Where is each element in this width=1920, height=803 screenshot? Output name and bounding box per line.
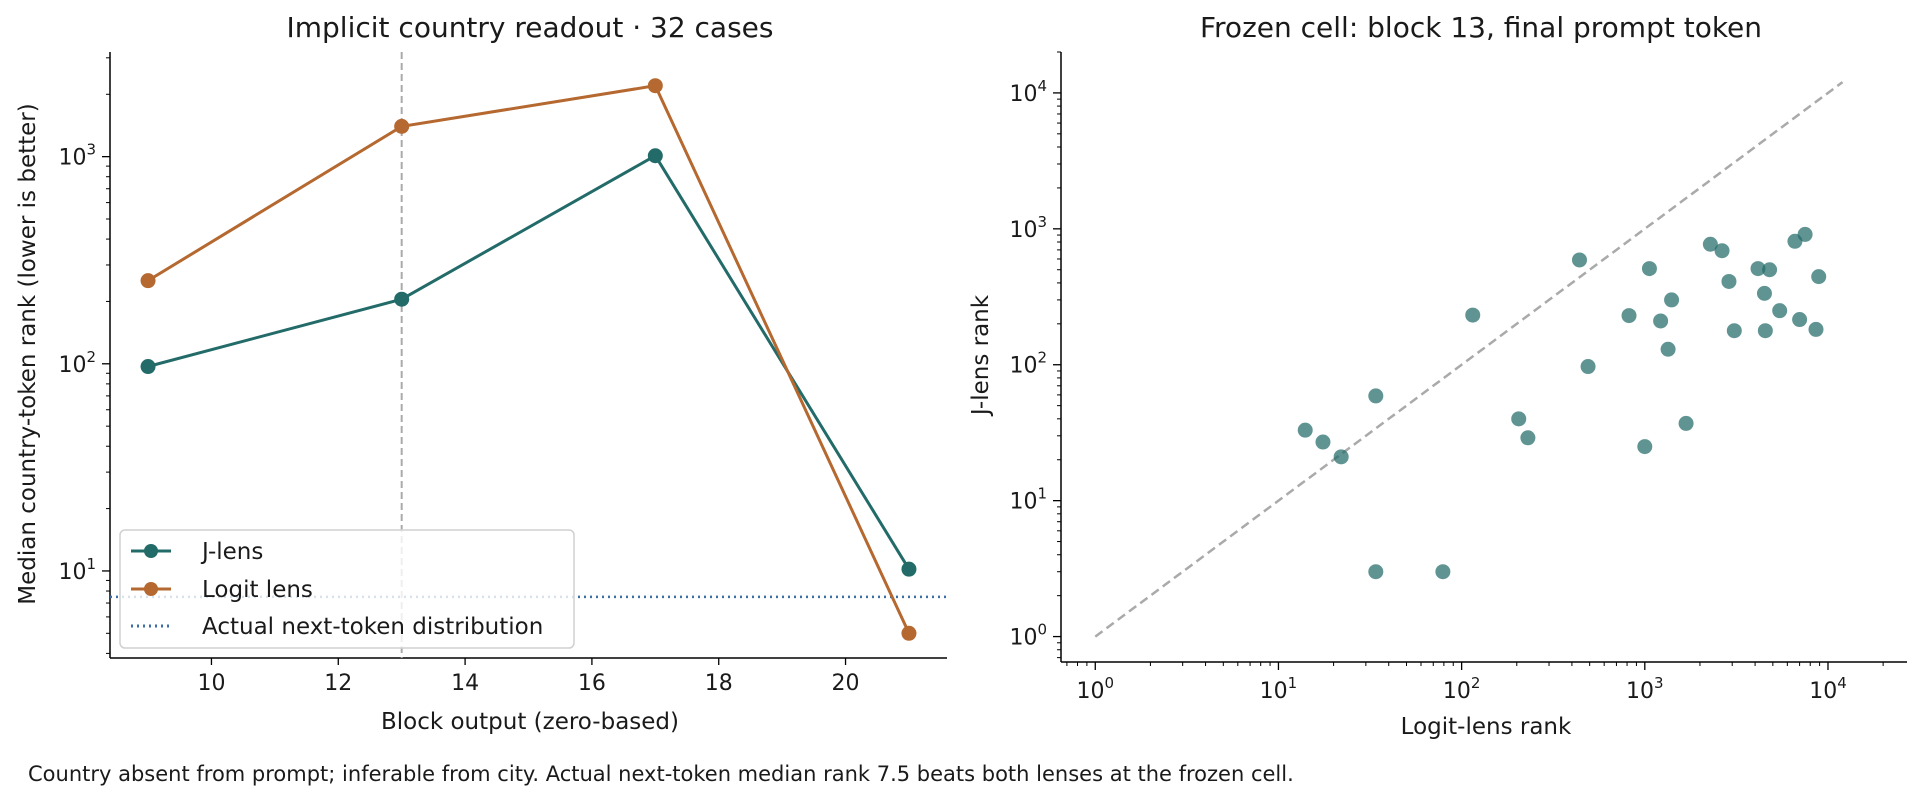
x-tick-label: 14 xyxy=(451,671,479,696)
scatter-point xyxy=(1315,434,1331,450)
scatter-point xyxy=(1750,261,1766,277)
scatter-point xyxy=(1678,415,1694,431)
scatter-point xyxy=(1297,422,1313,438)
data-point-logit xyxy=(647,78,663,94)
scatter-point xyxy=(1511,411,1527,427)
y-tick-label: 104 xyxy=(1009,77,1047,107)
legend-frame xyxy=(119,529,575,649)
scatter-point xyxy=(1641,261,1657,277)
scatter-point xyxy=(1726,323,1742,339)
scatter-point xyxy=(1571,252,1587,268)
scatter-point xyxy=(1660,341,1676,357)
legend-jlens-label: J-lens xyxy=(200,539,263,565)
scatter-point xyxy=(1762,262,1778,278)
scatter-point xyxy=(1621,308,1637,324)
scatter-point xyxy=(1333,449,1349,465)
data-point-jlens xyxy=(140,359,156,375)
legend-jlens-swatch-marker xyxy=(144,544,158,558)
chart-left-legend: J-lens Logit lens Actual next-token dist… xyxy=(119,529,575,649)
legend-logit-label: Logit lens xyxy=(202,577,313,603)
x-tick-label: 20 xyxy=(832,671,860,696)
scatter-point xyxy=(1756,285,1772,301)
y-tick-label: 103 xyxy=(58,141,96,171)
x-tick-label: 104 xyxy=(1809,674,1847,704)
legend-reference-label: Actual next-token distribution xyxy=(202,614,543,640)
y-tick-label: 102 xyxy=(1009,349,1047,379)
scatter-point xyxy=(1637,439,1653,455)
scatter-point xyxy=(1580,359,1596,375)
x-tick-label: 12 xyxy=(324,671,352,696)
scatter-point xyxy=(1811,269,1827,285)
chart-right-y-axis-label: J-lens rank xyxy=(968,294,994,417)
data-point-logit xyxy=(901,625,917,641)
data-point-jlens xyxy=(901,561,917,577)
series-line-jlens xyxy=(147,153,911,570)
data-point-logit xyxy=(140,273,156,289)
x-tick-label: 10 xyxy=(197,671,225,696)
x-tick-label: 101 xyxy=(1260,674,1298,704)
chart-left: Implicit country readout · 32 cases 10 12… xyxy=(15,11,947,735)
chart-right-title: Frozen cell: block 13, final prompt toke… xyxy=(1200,11,1762,44)
chart-left-y-axis-label: Median country-token rank (lower is bett… xyxy=(15,103,41,604)
y-tick-label: 103 xyxy=(1009,213,1047,243)
x-tick-label: 16 xyxy=(578,671,606,696)
scatter-point xyxy=(1808,321,1824,337)
series-line-logit xyxy=(147,84,911,634)
legend-logit-swatch-marker xyxy=(144,582,158,596)
scatter-point xyxy=(1664,292,1680,308)
scatter-point xyxy=(1368,388,1384,404)
scatter-point xyxy=(1368,564,1384,580)
scatter-point xyxy=(1772,303,1788,319)
scatter-point xyxy=(1757,323,1773,339)
x-tick-label: 103 xyxy=(1626,674,1664,704)
scatter-point xyxy=(1721,273,1737,289)
chart-right-plot-area xyxy=(1094,81,1844,638)
scatter-point xyxy=(1797,226,1813,242)
chart-right-axes: 100 101 102 103 104 100 101 102 103 104 xyxy=(1009,51,1907,704)
scatter-point xyxy=(1653,313,1669,329)
chart-right: Frozen cell: block 13, final prompt toke… xyxy=(968,11,1907,740)
data-point-jlens xyxy=(647,148,663,164)
x-tick-label: 100 xyxy=(1076,674,1114,704)
scatter-point xyxy=(1520,430,1536,446)
chart-right-x-axis-label: Logit-lens rank xyxy=(1401,714,1572,740)
y-tick-label: 102 xyxy=(58,348,96,378)
chart-left-axes: 10 12 14 16 18 20 101 102 103 xyxy=(58,52,947,696)
y-tick-label: 101 xyxy=(58,555,96,585)
scatter-point xyxy=(1792,312,1808,328)
scatter-point xyxy=(1714,243,1730,259)
scatter-point xyxy=(1702,236,1718,252)
chart-left-title: Implicit country readout · 32 cases xyxy=(287,11,774,44)
figure-caption: Country absent from prompt; inferable fr… xyxy=(28,762,1294,786)
chart-left-x-axis-label: Block output (zero-based) xyxy=(381,709,679,735)
data-point-logit xyxy=(394,118,410,134)
x-tick-label: 102 xyxy=(1443,674,1481,704)
scatter-point xyxy=(1465,307,1481,323)
y-tick-label: 100 xyxy=(1009,621,1047,651)
x-tick-label: 18 xyxy=(705,671,733,696)
identity-diagonal-line xyxy=(1094,81,1844,638)
data-point-jlens xyxy=(394,291,410,307)
y-tick-label: 101 xyxy=(1009,485,1047,515)
scatter-point xyxy=(1435,564,1451,580)
